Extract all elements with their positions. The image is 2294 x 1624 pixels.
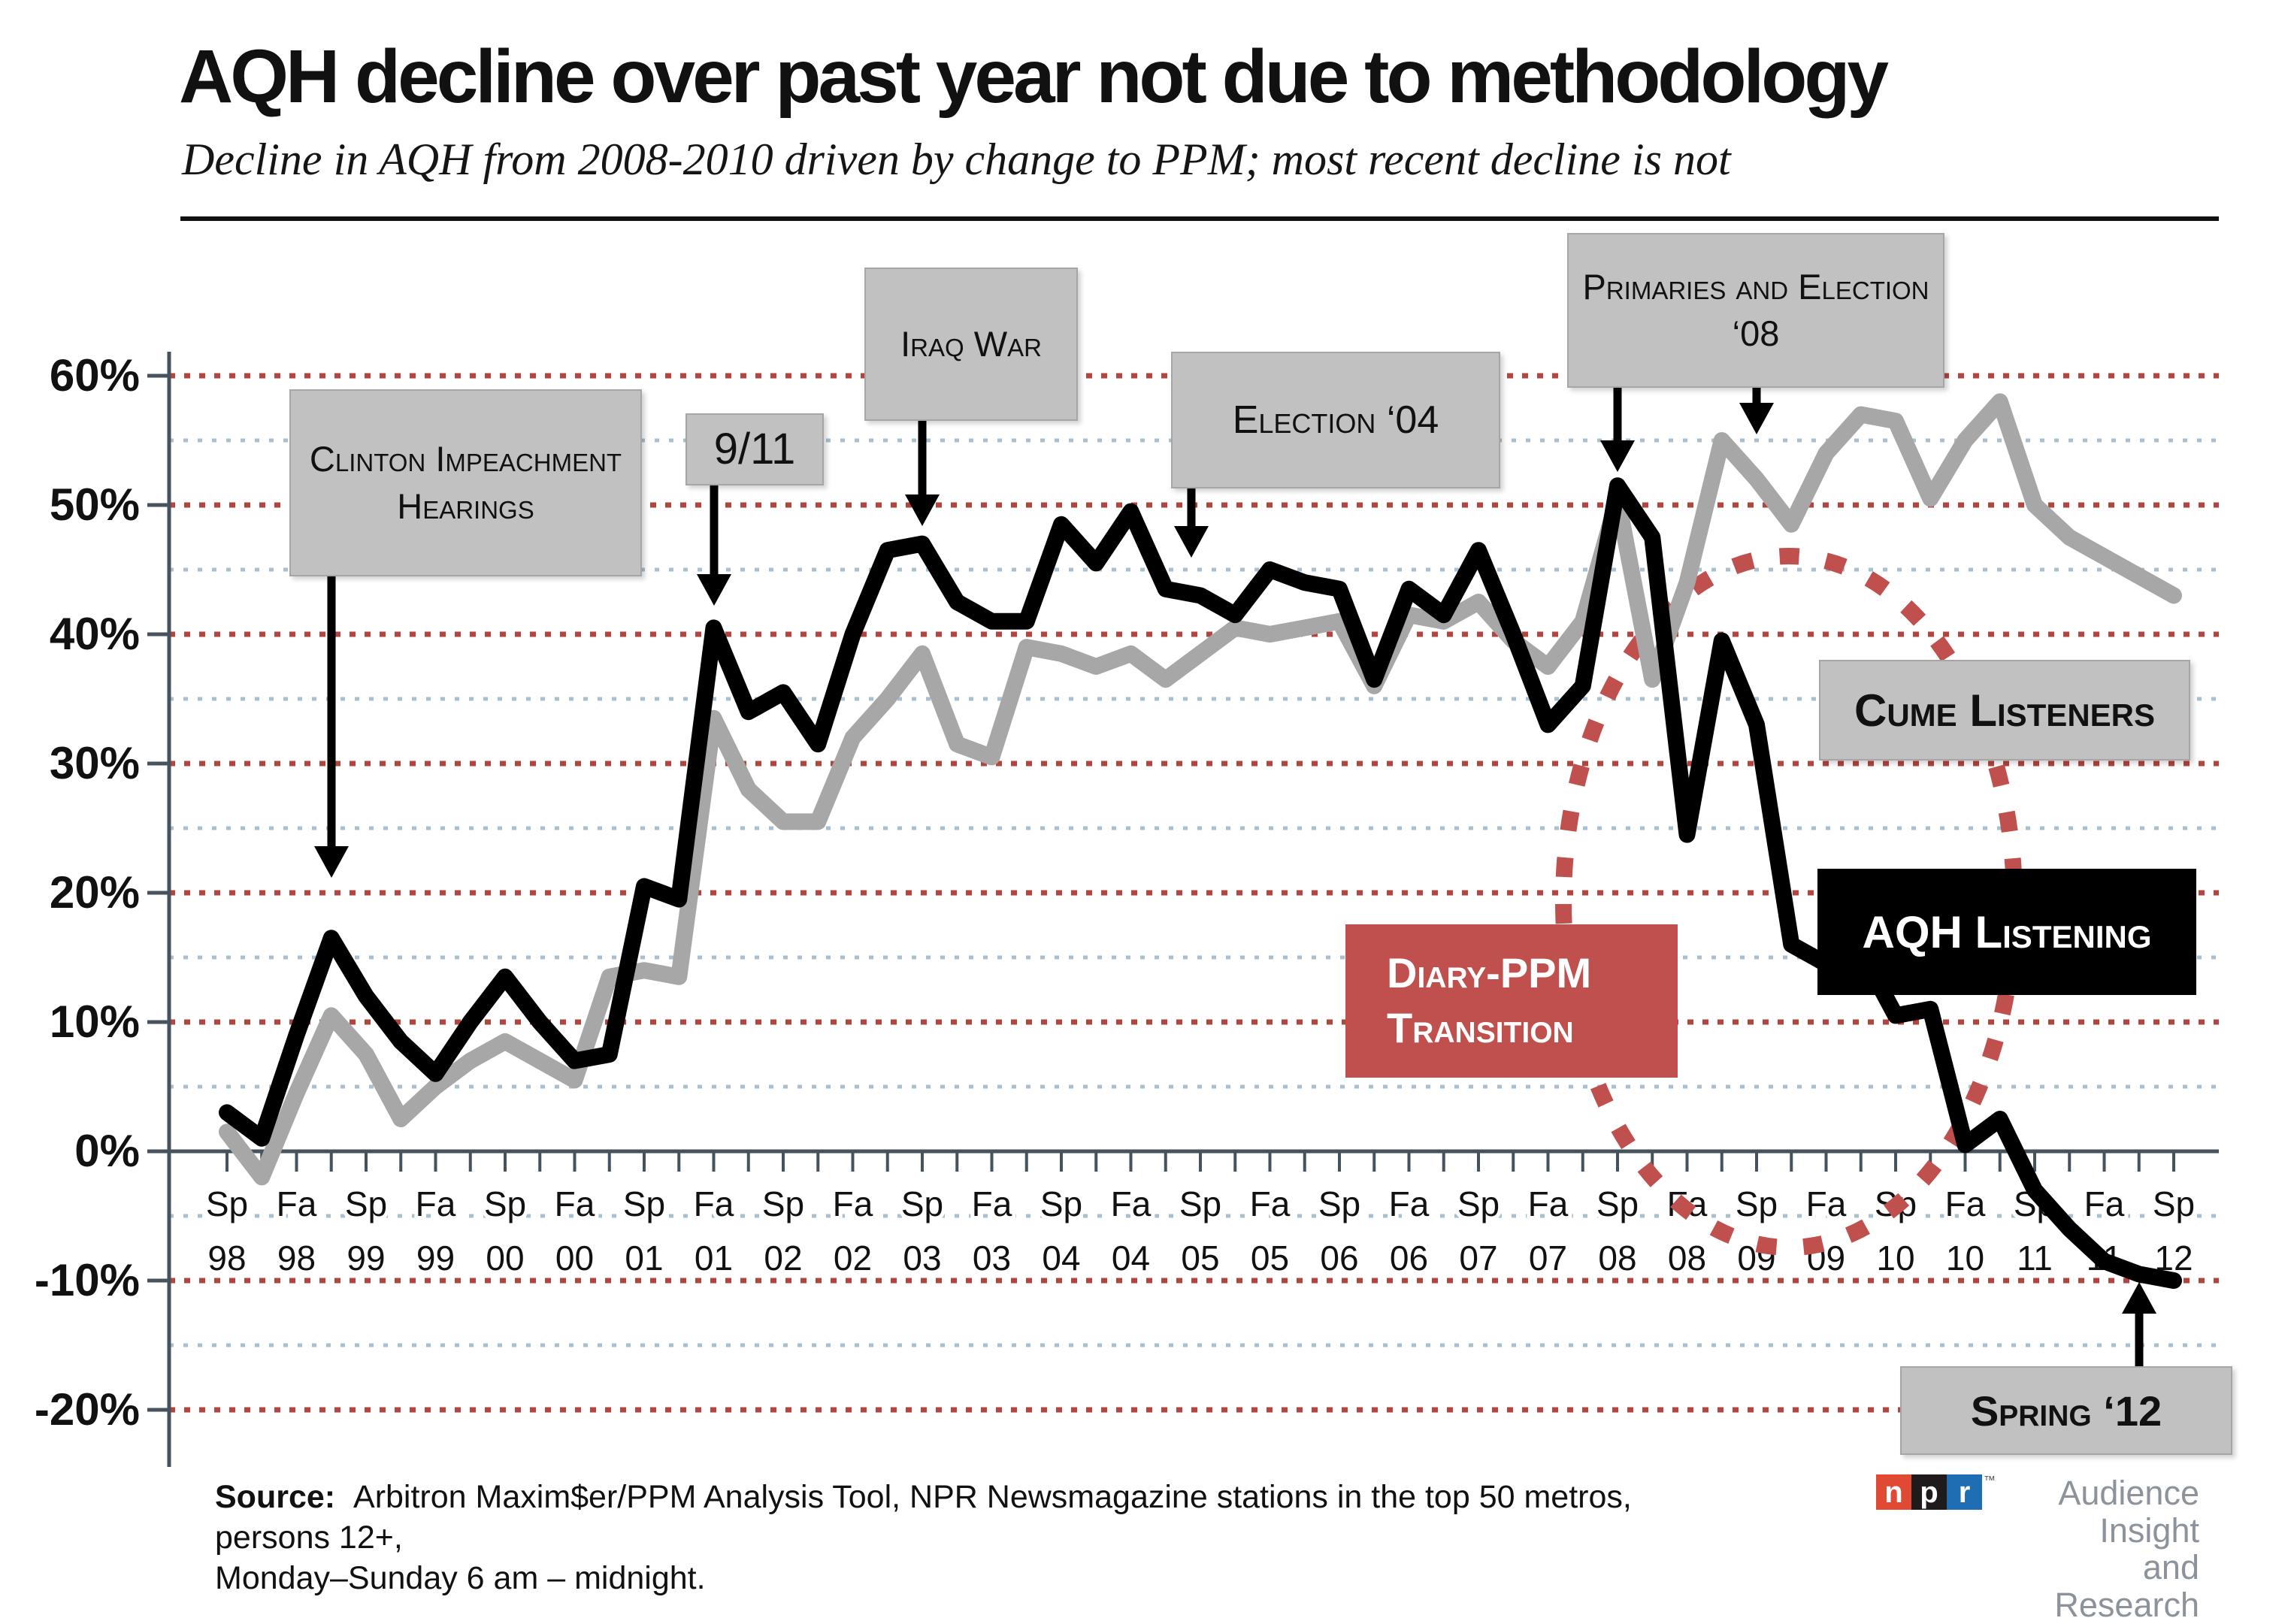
annotation-diary-ppm-transition: Diary-PPM Transition (1345, 924, 1678, 1078)
source-line-2: Monday–Sunday 6 am – midnight. (215, 1559, 706, 1596)
title-rule (180, 216, 2219, 221)
svg-text:20%: 20% (50, 867, 140, 918)
page-title: AQH decline over past year not due to me… (179, 35, 1889, 119)
source-line-1: Source: Arbitron Maxim$er/PPM Analysis T… (215, 1479, 1632, 1556)
npr-org-name: Audience Insight and Research (2054, 1474, 2199, 1624)
svg-text:50%: 50% (50, 479, 140, 530)
page-subtitle: Decline in AQH from 2008-2010 driven by … (182, 135, 1731, 184)
svg-text:-10%: -10% (35, 1255, 140, 1305)
svg-text:10%: 10% (50, 996, 140, 1047)
npr-tile-r: r (1947, 1474, 1982, 1510)
annotation-9-11: 9/11 (685, 413, 824, 485)
svg-text:60%: 60% (50, 350, 140, 401)
source-note: Source: Arbitron Maxim$er/PPM Analysis T… (215, 1477, 1643, 1598)
svg-text:30%: 30% (50, 738, 140, 788)
legend-aqh-listening: AQH Listening (1817, 869, 2196, 995)
trademark-symbol: ™ (1984, 1474, 1996, 1487)
annotation-spring-12: Spring ‘12 (1900, 1366, 2232, 1455)
annotation-iraq-war: Iraq War (864, 268, 1078, 421)
annotation-election-04: Election ‘04 (1171, 352, 1500, 488)
svg-text:0%: 0% (74, 1126, 140, 1176)
annotation-primaries-election-08: Primaries and Election ‘08 (1567, 233, 1944, 388)
npr-logo: n p r (1876, 1474, 1982, 1510)
svg-text:40%: 40% (50, 609, 140, 659)
legend-cume-listeners: Cume Listeners (1819, 660, 2190, 761)
svg-text:-20%: -20% (35, 1384, 140, 1435)
annotation-clinton-impeachment: Clinton Impeachment Hearings (289, 389, 642, 576)
npr-tile-n: n (1876, 1474, 1911, 1510)
source-label: Source: (215, 1479, 336, 1515)
npr-logo-block: n p r ™ Audience Insight and Research (1876, 1474, 2199, 1623)
npr-tile-p: p (1911, 1474, 1947, 1510)
